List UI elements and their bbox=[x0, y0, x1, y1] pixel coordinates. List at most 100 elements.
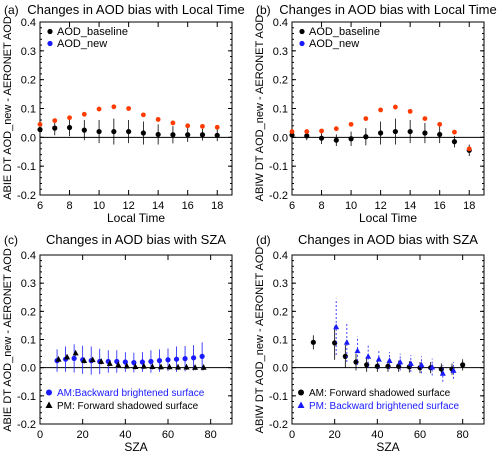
y-tick-label: 0.3 bbox=[273, 46, 288, 58]
data-point bbox=[115, 361, 122, 368]
y-tick-label: 0.3 bbox=[273, 278, 288, 290]
data-point bbox=[333, 323, 340, 330]
x-tick-label: 18 bbox=[211, 200, 223, 212]
panel-c: (c) Changes in AOD bias with SZA -0.2 -0.1 0… bbox=[2, 232, 233, 451]
y-tick-label: -0.1 bbox=[269, 161, 288, 173]
y-tick-label: 0.2 bbox=[21, 306, 36, 318]
y-tick-label: 0.2 bbox=[273, 306, 288, 318]
legend-label: AOD_new bbox=[309, 38, 359, 50]
y-tick-label: 0.4 bbox=[21, 250, 36, 262]
x-tick-label: 12 bbox=[374, 200, 386, 212]
data-point bbox=[173, 356, 180, 362]
panel-d: (d) Changes in AOD bias with SZA -0.2 -0.1 0… bbox=[254, 232, 485, 451]
series-1 bbox=[37, 118, 220, 145]
x-axis-label: SZA bbox=[376, 440, 399, 451]
data-point bbox=[200, 123, 205, 129]
panel-label: (b) bbox=[256, 3, 271, 17]
data-point bbox=[156, 358, 163, 364]
panel-label: (c) bbox=[4, 233, 18, 247]
y-tick-label: 0.0 bbox=[273, 363, 288, 375]
data-point bbox=[148, 358, 154, 365]
y-tick-label: 0.1 bbox=[273, 335, 288, 347]
x-tick-label: 0 bbox=[37, 429, 43, 441]
legend-marker bbox=[45, 401, 53, 408]
y-tick-label: 0.3 bbox=[21, 46, 36, 58]
data-point bbox=[155, 117, 161, 122]
y-tick-label: 0.1 bbox=[21, 335, 36, 347]
data-point bbox=[363, 116, 369, 121]
series-2 bbox=[55, 349, 207, 371]
data-point bbox=[437, 121, 443, 127]
data-point bbox=[37, 121, 43, 127]
data-point bbox=[214, 124, 220, 130]
x-tick-label: 8 bbox=[66, 200, 72, 212]
data-point bbox=[304, 133, 310, 139]
data-point bbox=[422, 116, 428, 121]
panel-a: (a) Changes in AOD bias with Local Time -0… bbox=[2, 2, 245, 225]
data-point bbox=[71, 355, 77, 361]
chart-title: Changes in AOD bias with SZA bbox=[46, 232, 226, 247]
legend-label: PM: Forward shadowed surface bbox=[57, 401, 199, 412]
data-point bbox=[439, 370, 446, 376]
x-tick-label: 60 bbox=[162, 429, 174, 441]
y-tick-label: -0.1 bbox=[17, 391, 36, 403]
x-tick-label: 12 bbox=[122, 200, 134, 212]
data-point bbox=[52, 125, 58, 131]
y-tick-label: 0.4 bbox=[21, 17, 36, 29]
data-point bbox=[354, 347, 361, 354]
data-point bbox=[155, 131, 161, 138]
legend-label: AM: Forward shadowed surface bbox=[309, 388, 451, 399]
panel-label: (a) bbox=[4, 3, 19, 17]
data-point bbox=[192, 364, 199, 370]
data-point bbox=[200, 364, 207, 370]
x-tick-label: 20 bbox=[329, 429, 341, 441]
data-point bbox=[81, 111, 87, 117]
data-point bbox=[429, 363, 436, 370]
data-point bbox=[378, 130, 384, 136]
chart-title: Changes in AOD bias with Local Time bbox=[279, 2, 497, 17]
x-tick-label: 40 bbox=[371, 429, 383, 441]
legend-label: AM:Backward brightened surface bbox=[57, 388, 205, 399]
data-point bbox=[165, 357, 171, 363]
y-axis-label: ABIW DT AOD_new - AERONET AOD bbox=[254, 15, 266, 202]
x-axis-label: Local Time bbox=[359, 211, 417, 225]
y-tick-label: 0.4 bbox=[273, 17, 288, 29]
series-2 bbox=[289, 104, 472, 152]
data-point bbox=[378, 107, 384, 113]
legend-label: AOD_baseline bbox=[309, 26, 380, 38]
data-point bbox=[348, 121, 354, 127]
data-point bbox=[98, 358, 105, 364]
data-point bbox=[170, 120, 176, 126]
data-point bbox=[67, 115, 72, 121]
panel-b: (b) Changes in AOD bias with Local Time -0… bbox=[254, 2, 497, 225]
chart-title: Changes in AOD bias with Local Time bbox=[27, 2, 245, 17]
data-point bbox=[333, 137, 339, 143]
legend: AM:Backward brightened surface PM: Forwar… bbox=[45, 388, 205, 412]
data-point bbox=[365, 353, 372, 359]
data-point bbox=[319, 128, 324, 134]
y-tick-label: 0.2 bbox=[273, 75, 288, 87]
data-point bbox=[199, 353, 205, 359]
legend-marker bbox=[298, 389, 304, 396]
data-point bbox=[386, 357, 393, 364]
x-tick-label: 20 bbox=[77, 429, 89, 441]
y-axis-label: ABIE DT AOD_new - AERONET AOD bbox=[2, 248, 14, 432]
data-point bbox=[199, 132, 206, 138]
data-point bbox=[289, 132, 295, 138]
y-tick-label: 0.4 bbox=[273, 250, 288, 262]
data-point bbox=[407, 360, 414, 366]
data-point bbox=[52, 118, 58, 124]
data-point bbox=[126, 128, 132, 135]
data-point bbox=[140, 363, 147, 369]
series-1 bbox=[289, 118, 472, 157]
data-point bbox=[348, 136, 354, 142]
data-point bbox=[450, 367, 457, 373]
data-point bbox=[183, 363, 190, 370]
y-tick-label: 0.3 bbox=[21, 278, 36, 290]
y-tick-label: -0.2 bbox=[17, 419, 36, 431]
data-point bbox=[437, 131, 443, 138]
x-tick-label: 14 bbox=[404, 200, 416, 212]
data-point bbox=[149, 363, 156, 369]
data-point bbox=[96, 106, 102, 112]
